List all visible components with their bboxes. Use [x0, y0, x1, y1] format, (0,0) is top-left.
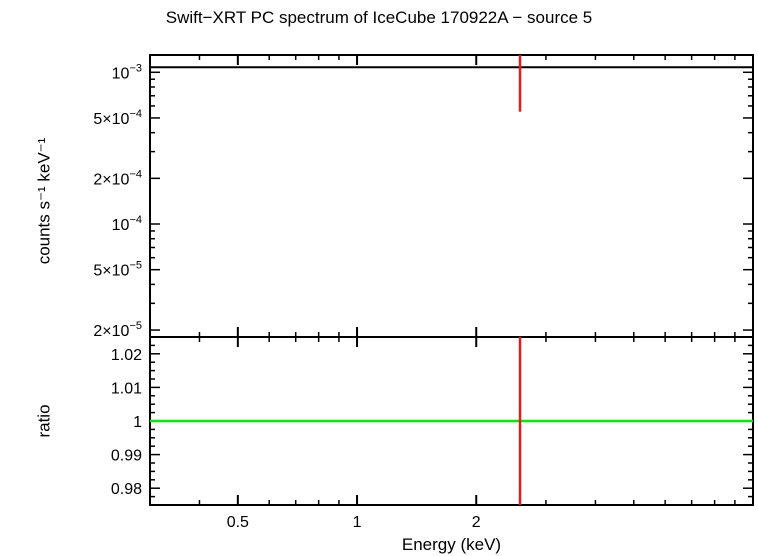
- ratio-tick-label: 1.01: [111, 380, 142, 397]
- ratio-tick-label: 1.02: [111, 347, 142, 364]
- y-tick-label: 2×10−5: [93, 320, 142, 340]
- x-tick-label: 2: [472, 514, 481, 531]
- y-tick-label: 10−4: [112, 214, 142, 234]
- y-tick-label: 5×10−4: [93, 108, 142, 128]
- chart-title: Swift−XRT PC spectrum of IceCube 170922A…: [165, 8, 593, 27]
- x-axis-label: Energy (keV): [401, 535, 502, 554]
- spectrum-y-axis-label: counts s⁻¹ keV⁻¹: [33, 137, 53, 265]
- y-tick-label: 2×10−4: [93, 168, 142, 188]
- y-tick-label: 10−3: [112, 62, 142, 82]
- ratio-tick-label: 1: [133, 414, 142, 431]
- spectrum-plot-frame: [149, 54, 754, 338]
- y-tick-label: 5×10−5: [93, 260, 142, 280]
- x-tick-label: 0.5: [227, 514, 249, 531]
- x-tick-label: 1: [353, 514, 362, 531]
- ratio-tick-label: 0.98: [111, 481, 142, 498]
- ratio-y-axis-label: ratio: [34, 404, 54, 438]
- ratio-tick-label: 0.99: [111, 448, 142, 465]
